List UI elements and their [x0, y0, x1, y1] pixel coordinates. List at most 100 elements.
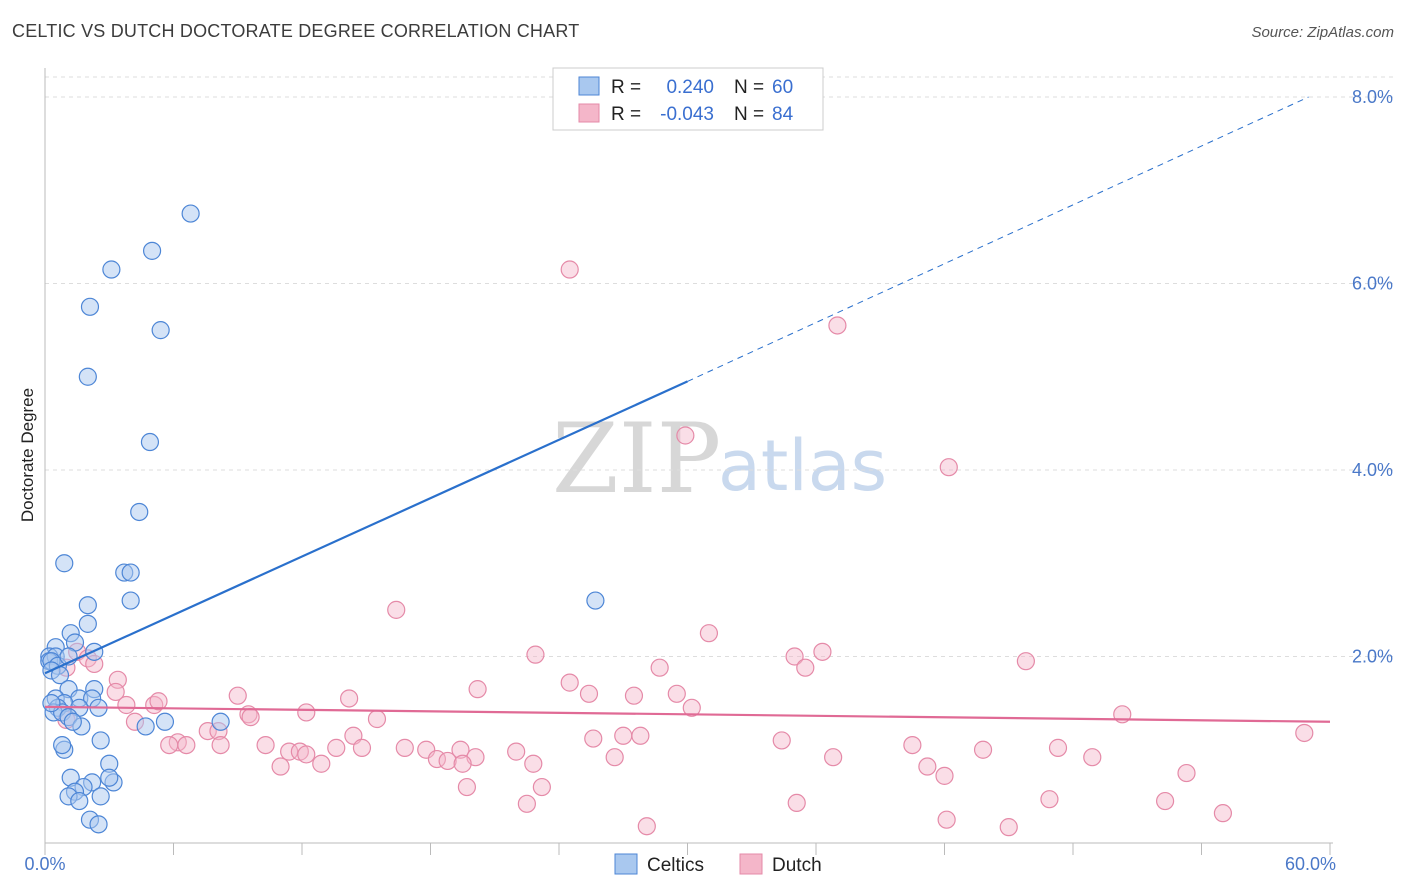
dutch-point — [939, 458, 958, 477]
celtic-point — [151, 321, 170, 340]
dutch-point — [824, 748, 843, 767]
legend-r-label-celtic: R = — [611, 77, 641, 98]
watermark-zip: ZIP — [552, 403, 721, 515]
celtic-point — [89, 815, 108, 834]
dutch-point — [676, 426, 695, 445]
y-tick-label: 4.0% — [1352, 460, 1393, 480]
chart-title: CELTIC VS DUTCH DOCTORATE DEGREE CORRELA… — [12, 21, 580, 41]
dutch-point — [918, 757, 937, 776]
dutch-point — [631, 726, 650, 745]
dutch-point — [117, 695, 136, 715]
dutch-point — [605, 748, 624, 767]
dutch-point — [198, 721, 217, 741]
legend-r-label-dutch: R = — [611, 104, 641, 125]
dutch-point — [650, 658, 669, 677]
dutch-point — [1083, 748, 1102, 767]
legend-n-value-celtic: 60 — [772, 77, 793, 98]
celtic-trend-extension — [687, 96, 1309, 382]
dutch-point — [532, 777, 551, 797]
dutch-points — [57, 260, 1314, 837]
celtic-point — [130, 502, 149, 522]
celtic-point — [211, 712, 230, 731]
dutch-point — [785, 647, 804, 666]
dutch-point — [367, 709, 387, 729]
dutch-point — [682, 698, 701, 717]
dutch-point — [297, 745, 316, 764]
celtic-point — [586, 591, 605, 610]
dutch-point — [935, 766, 954, 785]
correlation-legend: R = 0.240 N = 60 R = -0.043 N = 84 — [552, 67, 824, 131]
dutch-point — [999, 818, 1018, 837]
dutch-point — [772, 731, 791, 750]
dutch-point — [796, 658, 815, 677]
bottom-legend-swatch-celtics — [614, 853, 638, 875]
dutch-point — [1048, 738, 1068, 757]
dutch-point — [340, 689, 359, 708]
dutch-point — [526, 645, 545, 664]
celtic-point — [53, 735, 72, 755]
bottom-legend-swatch-dutch — [739, 853, 763, 875]
celtic-points — [40, 204, 605, 834]
dutch-point — [517, 794, 536, 813]
dutch-point — [438, 751, 457, 771]
dutch-point — [352, 738, 372, 757]
x-tick-label-max: 60.0% — [1285, 854, 1336, 874]
celtic-point — [100, 768, 119, 787]
legend-n-value-dutch: 84 — [772, 104, 794, 125]
dutch-point — [228, 686, 247, 705]
dutch-point — [579, 684, 599, 703]
celtic-point — [121, 591, 140, 610]
watermark-atlas: atlas — [718, 425, 887, 507]
dutch-point — [507, 742, 526, 761]
dutch-point — [699, 624, 719, 643]
dutch-point — [1040, 790, 1059, 809]
dutch-point — [1213, 804, 1233, 823]
y-tick-label: 8.0% — [1352, 87, 1393, 107]
dutch-point — [177, 735, 196, 755]
dutch-point — [813, 642, 832, 661]
celtic-point — [121, 563, 140, 582]
dutch-point — [312, 754, 331, 773]
celtic-point — [91, 731, 110, 750]
dutch-point — [614, 726, 633, 745]
dutch-point — [160, 735, 179, 755]
dutch-trend-line — [44, 705, 1331, 723]
x-tick-label-min: 0.0% — [24, 854, 65, 874]
dutch-point — [241, 708, 260, 727]
bottom-legend-celtics: Celtics — [647, 855, 704, 876]
legend-r-value-celtic: 0.240 — [666, 77, 714, 98]
celtic-point — [80, 297, 100, 316]
dutch-point — [106, 682, 125, 702]
dutch-point — [211, 735, 230, 755]
dutch-point — [903, 735, 922, 755]
dutch-point — [787, 793, 806, 813]
y-tick-label: 6.0% — [1352, 274, 1393, 294]
dutch-point — [395, 738, 414, 757]
bottom-legend-dutch: Dutch — [772, 855, 822, 876]
legend-swatch-dutch — [578, 103, 600, 123]
celtic-point — [102, 260, 121, 279]
source-credit: Source: ZipAtlas.com — [1251, 24, 1394, 41]
celtic-point — [63, 712, 82, 731]
dutch-point — [637, 817, 656, 836]
dutch-point — [667, 684, 686, 703]
celtic-point — [155, 712, 175, 731]
x-tick-marks — [44, 843, 1331, 855]
dutch-point — [560, 673, 579, 692]
dutch-point — [828, 316, 847, 335]
dutch-point — [973, 740, 993, 759]
celtic-point — [91, 787, 110, 806]
celtic-point — [142, 241, 162, 260]
celtic-point — [70, 791, 89, 811]
dutch-point — [256, 735, 275, 755]
dutch-point — [451, 740, 470, 759]
y-axis-label: Doctorate Degree — [18, 388, 37, 522]
celtic-point — [181, 204, 200, 223]
legend-n-label-dutch: N = — [734, 104, 764, 125]
dutch-point — [297, 703, 316, 722]
dutch-point — [524, 754, 543, 773]
celtic-point — [55, 554, 74, 573]
dutch-point — [468, 680, 487, 699]
legend-r-value-dutch: -0.043 — [660, 104, 714, 125]
